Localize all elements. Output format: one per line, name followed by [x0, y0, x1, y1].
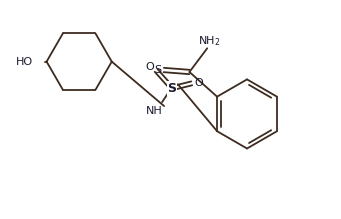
Text: S: S	[167, 82, 177, 95]
Text: O: O	[145, 62, 154, 72]
Text: HO: HO	[16, 57, 33, 67]
Text: O: O	[194, 78, 203, 88]
Text: NH$_2$: NH$_2$	[198, 34, 221, 48]
Text: NH: NH	[146, 106, 163, 116]
Text: S: S	[154, 65, 161, 75]
